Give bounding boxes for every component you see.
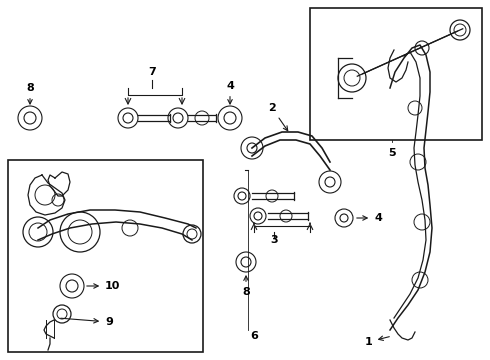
Text: 4: 4 xyxy=(357,213,382,223)
Text: 5: 5 xyxy=(388,148,396,158)
Text: 4: 4 xyxy=(226,81,234,104)
Text: 2: 2 xyxy=(268,103,288,131)
Bar xyxy=(8,160,203,352)
Text: 9: 9 xyxy=(61,317,113,327)
Text: 3: 3 xyxy=(270,235,278,245)
Text: 6: 6 xyxy=(250,331,258,341)
Text: 7: 7 xyxy=(148,67,156,77)
Text: 8: 8 xyxy=(26,83,34,104)
Text: 8: 8 xyxy=(242,276,250,297)
Text: 1: 1 xyxy=(364,336,390,347)
Text: 10: 10 xyxy=(87,281,121,291)
Bar xyxy=(310,8,482,140)
